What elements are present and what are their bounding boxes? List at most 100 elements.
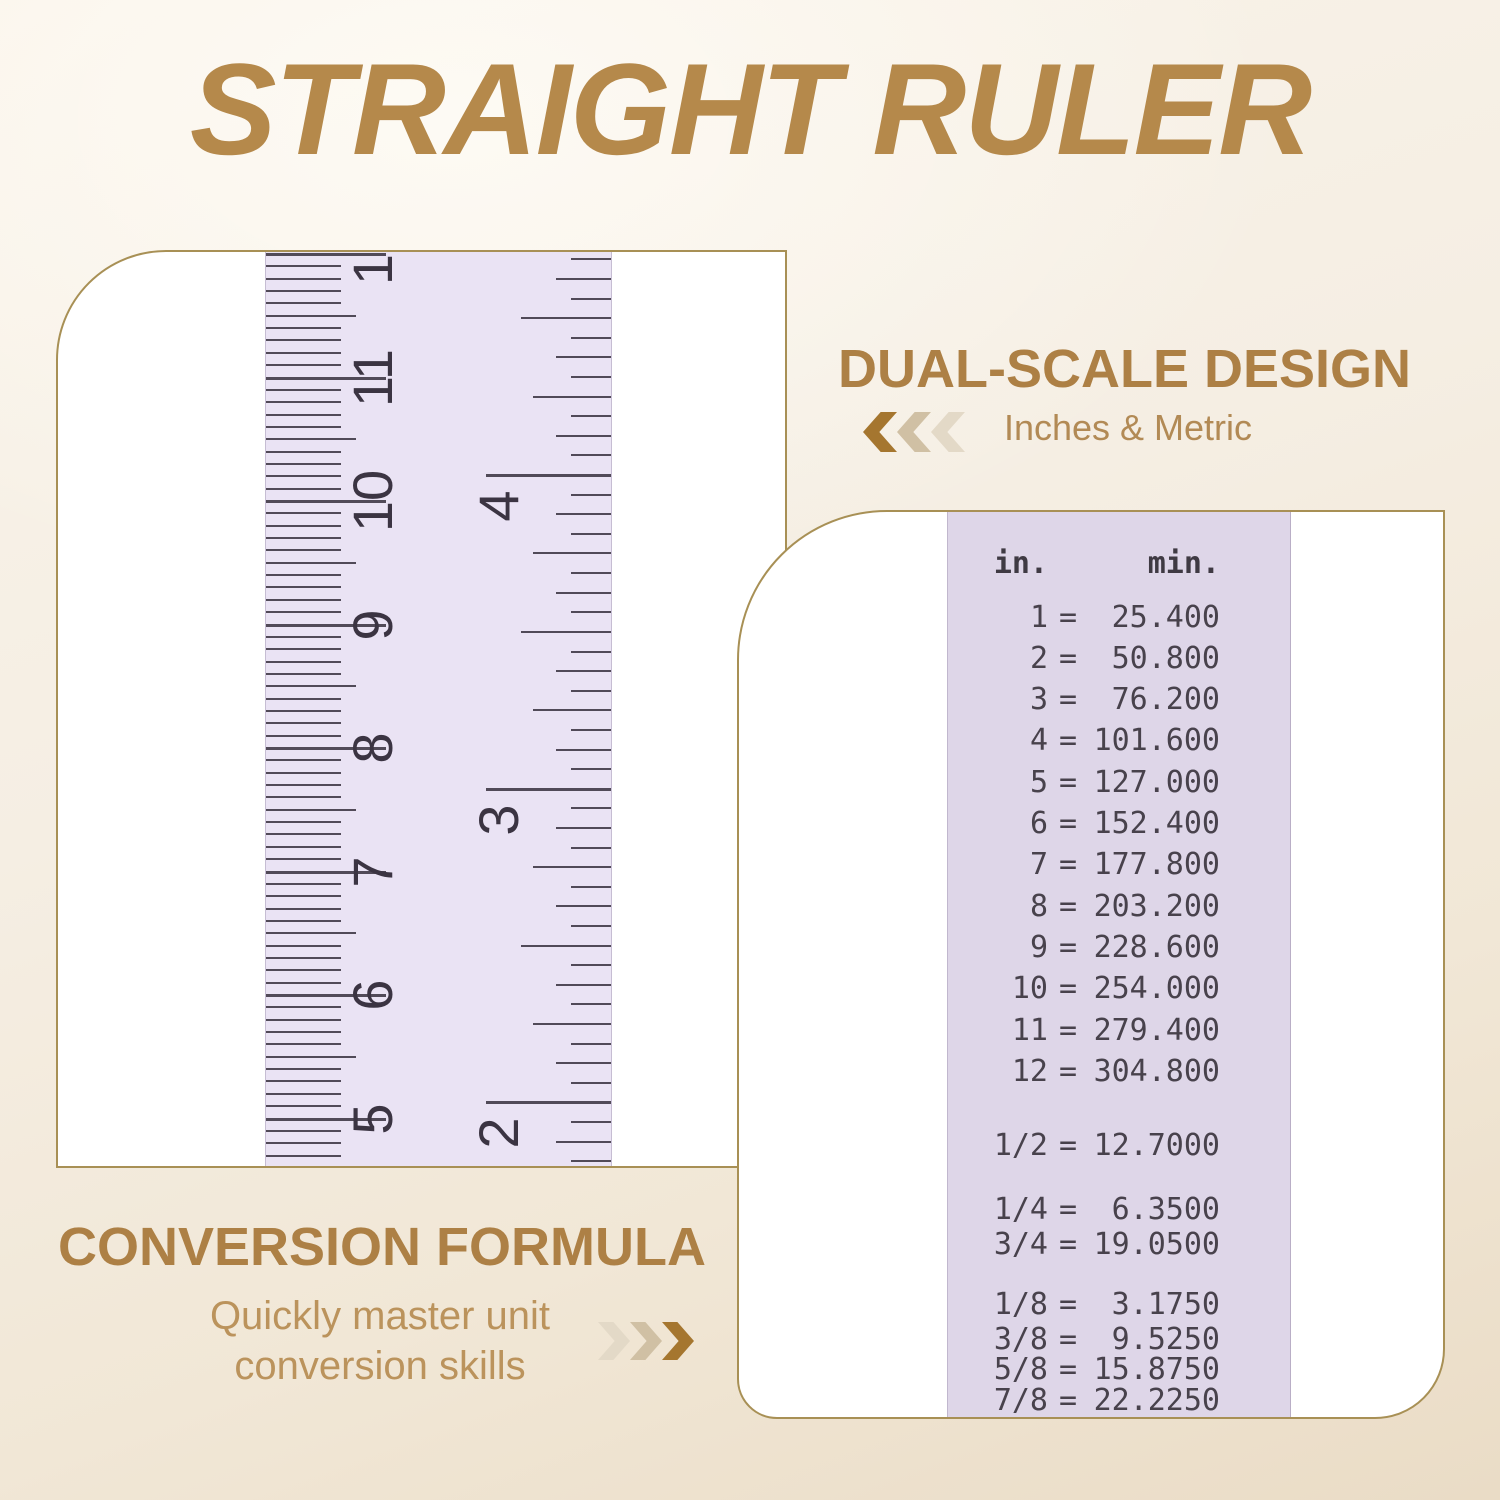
inch-value: 2 bbox=[1029, 640, 1048, 676]
minor-tick bbox=[266, 487, 341, 490]
ruler-number: 3 bbox=[467, 804, 530, 836]
major-tick bbox=[266, 500, 386, 503]
minor-tick bbox=[266, 1154, 341, 1157]
conversion-row: 5/8 = 15.8750 bbox=[948, 1351, 1220, 1387]
ruler-number: 12 bbox=[341, 250, 404, 286]
minor-tick bbox=[266, 438, 356, 441]
minor-tick bbox=[266, 277, 341, 280]
mm-value: 254.000 bbox=[1093, 971, 1220, 1007]
minor-tick bbox=[266, 314, 356, 317]
equals-sign: = bbox=[1058, 1286, 1078, 1322]
ruler-zoom-panel: 12 11 10 9 8 7 6 5 4 3 2 bbox=[56, 250, 787, 1168]
minor-tick bbox=[571, 415, 611, 418]
minor-tick bbox=[266, 475, 341, 478]
minor-tick bbox=[556, 826, 611, 829]
major-tick bbox=[266, 253, 386, 256]
major-tick bbox=[486, 787, 611, 791]
minor-tick bbox=[266, 1055, 356, 1058]
conversion-row: 5 = 127.000 bbox=[948, 765, 1220, 800]
minor-tick bbox=[266, 1142, 341, 1145]
minor-tick bbox=[571, 689, 611, 692]
chevron-right-icon bbox=[630, 1322, 662, 1360]
minor-tick bbox=[521, 630, 611, 633]
minor-tick bbox=[266, 537, 341, 540]
minor-tick bbox=[266, 339, 341, 342]
mm-value: 22.2250 bbox=[1093, 1382, 1220, 1418]
table-header-inches: in. bbox=[993, 545, 1048, 581]
minor-tick bbox=[266, 907, 341, 910]
minor-tick bbox=[571, 258, 611, 261]
equals-sign: = bbox=[1058, 640, 1078, 676]
mm-value: 101.600 bbox=[1093, 723, 1220, 759]
minor-tick bbox=[266, 524, 341, 527]
minor-tick bbox=[571, 846, 611, 849]
equals-sign: = bbox=[1058, 1226, 1078, 1262]
minor-tick bbox=[571, 336, 611, 339]
minor-tick bbox=[556, 983, 611, 986]
minor-tick bbox=[266, 549, 341, 552]
minor-tick bbox=[266, 685, 356, 688]
minor-tick bbox=[266, 858, 341, 861]
conversion-row: 7/8 = 22.2250 bbox=[948, 1382, 1220, 1418]
minor-tick bbox=[571, 728, 611, 731]
inch-value: 5/8 bbox=[993, 1351, 1048, 1387]
inch-value: 10 bbox=[1011, 971, 1048, 1007]
minor-tick bbox=[521, 317, 611, 320]
equals-sign: = bbox=[1058, 1053, 1078, 1089]
minor-tick bbox=[266, 290, 341, 293]
minor-tick bbox=[571, 1160, 611, 1163]
inch-value: 7 bbox=[1029, 847, 1048, 883]
minor-tick bbox=[266, 1006, 341, 1009]
ruler-number: 8 bbox=[341, 732, 404, 764]
minor-tick bbox=[266, 709, 341, 712]
equals-sign: = bbox=[1058, 1382, 1078, 1418]
conversion-row: 8 = 203.200 bbox=[948, 888, 1220, 924]
minor-tick bbox=[571, 1003, 611, 1006]
minor-tick bbox=[266, 1068, 341, 1071]
conversion-row: 3/8 = 9.5250 bbox=[948, 1321, 1220, 1357]
equals-sign: = bbox=[1058, 1012, 1078, 1048]
inch-value: 4 bbox=[1029, 723, 1048, 759]
minor-tick bbox=[556, 591, 611, 594]
equals-sign: = bbox=[1058, 723, 1078, 759]
minor-tick bbox=[571, 1121, 611, 1124]
minor-tick bbox=[571, 768, 611, 771]
mm-value: 228.600 bbox=[1093, 929, 1220, 965]
conversion-row: 1/4 = 6.3500 bbox=[948, 1191, 1220, 1227]
minor-tick bbox=[571, 297, 611, 300]
minor-tick bbox=[266, 265, 341, 268]
conversion-row: 1/2 = 12.7000 bbox=[948, 1127, 1220, 1163]
minor-tick bbox=[266, 635, 341, 638]
minor-tick bbox=[266, 660, 341, 663]
minor-tick bbox=[533, 709, 611, 712]
minor-tick bbox=[571, 572, 611, 575]
equals-sign: = bbox=[1058, 1321, 1078, 1357]
minor-tick bbox=[266, 598, 341, 601]
ruler-number: 10 bbox=[341, 469, 404, 533]
inch-value: 3/4 bbox=[993, 1226, 1048, 1262]
minor-tick bbox=[266, 1018, 341, 1021]
minor-tick bbox=[571, 650, 611, 653]
ruler-number: 5 bbox=[341, 1102, 404, 1135]
equals-sign: = bbox=[1058, 806, 1078, 841]
minor-tick bbox=[266, 1129, 341, 1132]
minor-tick bbox=[556, 905, 611, 908]
equals-sign: = bbox=[1058, 1191, 1078, 1227]
mm-value: 19.0500 bbox=[1093, 1226, 1220, 1262]
mm-value: 12.7000 bbox=[1093, 1127, 1220, 1163]
conversion-row: 11 = 279.400 bbox=[948, 1012, 1220, 1048]
minor-tick bbox=[266, 574, 341, 577]
page-title: STRAIGHT RULER bbox=[189, 36, 1312, 182]
minor-tick bbox=[266, 462, 341, 465]
mm-value: 9.5250 bbox=[1111, 1321, 1220, 1357]
mm-value: 203.200 bbox=[1093, 888, 1220, 924]
minor-tick bbox=[571, 925, 611, 927]
inch-value: 1 bbox=[1029, 599, 1048, 635]
equals-sign: = bbox=[1058, 971, 1078, 1007]
minor-tick bbox=[266, 919, 341, 922]
minor-tick bbox=[266, 364, 341, 367]
conversion-row: 3 = 76.200 bbox=[948, 682, 1220, 717]
minor-tick bbox=[533, 395, 611, 398]
conversion-row: 1/8 = 3.1750 bbox=[948, 1286, 1220, 1322]
